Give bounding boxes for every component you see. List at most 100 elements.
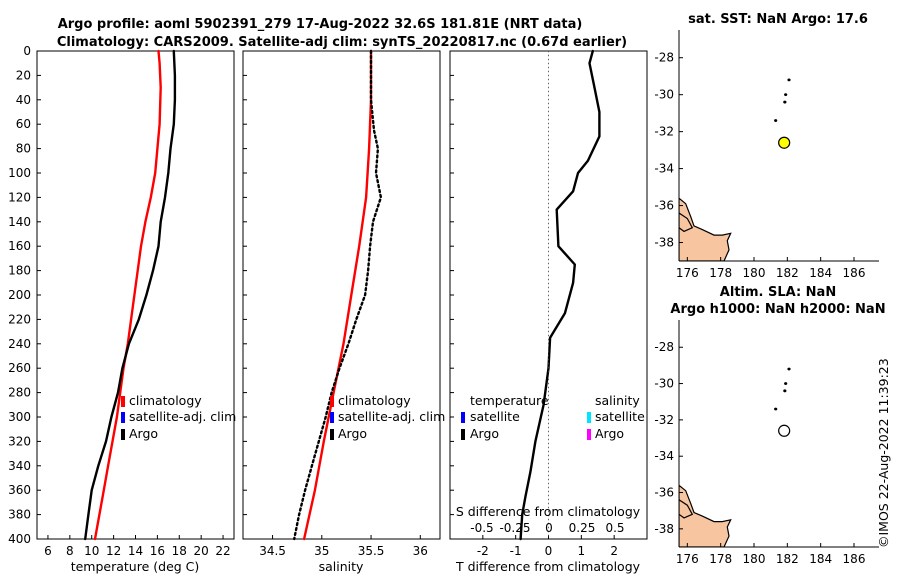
- x-tick-label: 2: [610, 544, 618, 558]
- sst-map-content: -28 -30 -32 -34 -36 -38 176 178 180 182 184 186: [654, 30, 879, 280]
- argo-position-marker: [778, 136, 791, 149]
- temperature-lines: [83, 49, 177, 541]
- x-tick-label: 0: [545, 544, 553, 558]
- salinity-lines: [293, 49, 383, 541]
- s-difference-ticks: -0.5 -0.25 0 0.25 0.5: [470, 521, 624, 535]
- island-marker: [787, 367, 791, 371]
- difference-legend: temperature satellite Argo salinity sate…: [461, 393, 645, 441]
- island-marker: [784, 382, 788, 385]
- map-y-tick-label: -34: [654, 449, 674, 463]
- map-x-tick-label: 184: [809, 552, 832, 566]
- island-marker: [784, 93, 788, 97]
- difference-lines: [519, 49, 601, 541]
- map-x-tick-label: 178: [709, 552, 732, 566]
- legend-salinity-title: salinity: [595, 393, 640, 408]
- land-new-zealand: [679, 197, 732, 261]
- map-y-tick-label: -38: [654, 236, 674, 250]
- sst-map-title: sat. SST: NaN Argo: 17.6: [688, 12, 868, 27]
- legend-s-satellite-swatch: [587, 412, 591, 423]
- map-x-tick-label: 176: [676, 552, 699, 566]
- sal-legend-satellite-label: satellite-adj. clim: [338, 409, 445, 424]
- legend-climatology-label: climatology: [129, 393, 202, 408]
- sal-legend-argo-label: Argo: [338, 426, 367, 441]
- legend-climatology-swatch: [121, 396, 125, 407]
- map-y-tick-label: -30: [654, 377, 674, 391]
- sla-map: Altim. SLA: NaN Argo h1000: NaN h2000: N…: [654, 285, 885, 566]
- x-tick-label: 6: [44, 544, 52, 558]
- island-marker: [783, 389, 787, 393]
- depth-tick-label: 220: [8, 312, 31, 326]
- x-tick-label: 35.5: [358, 544, 385, 558]
- t-difference-xlabel: T difference from climatology: [455, 559, 641, 574]
- legend-satellite-swatch: [121, 412, 125, 423]
- x-tick-label: 18: [172, 544, 187, 558]
- x-tick-label: 1: [578, 544, 586, 558]
- depth-tick-label: 280: [8, 386, 31, 400]
- argo-position-marker: [778, 424, 791, 437]
- map-y-tick-label: -28: [654, 340, 674, 354]
- x-tick-label: -2: [477, 544, 489, 558]
- sal-legend-climatology-label: climatology: [338, 393, 411, 408]
- map-x-tick-label: 180: [743, 552, 766, 566]
- temperature-panel: 0 20 40 60 80 100 120 140 160 180 200 220 240 260 280 3…: [8, 44, 454, 574]
- map-y-tick-label: -28: [654, 51, 674, 65]
- x-tick-label: 8: [66, 544, 74, 558]
- sla-map-content: -28 -30 -32 -34 -36 -38 176 178 180 182 184 186: [654, 320, 879, 566]
- legend-t-argo-label: Argo: [470, 426, 499, 441]
- legend-t-satellite-swatch: [461, 412, 465, 423]
- map-y-tick-label: -32: [654, 125, 674, 139]
- sal-legend-satellite-swatch: [330, 412, 334, 423]
- legend-satellite-label: satellite-adj. clim: [129, 409, 236, 424]
- map-y-tick-label: -32: [654, 413, 674, 427]
- depth-tick-label: 160: [8, 239, 31, 253]
- legend-s-argo-label: Argo: [595, 426, 624, 441]
- map-y-tick-label: -30: [654, 88, 674, 102]
- t-difference-tick-labels: -2 -1 0 1 2: [477, 535, 618, 558]
- temperature-tick-labels: 6 8 10 12 14 16 18 20 22: [44, 535, 231, 558]
- s-tick: 0.25: [569, 521, 596, 535]
- depth-tick-label: 100: [8, 166, 31, 180]
- map-x-tick-label: 182: [776, 266, 799, 280]
- legend-s-argo-swatch: [587, 429, 591, 440]
- s-difference-label: S difference from climatology: [456, 504, 641, 519]
- depth-tick-label: 60: [16, 117, 31, 131]
- x-tick-label: 14: [128, 544, 143, 558]
- legend-temperature-title: temperature: [470, 393, 549, 408]
- salinity-tick-labels: 34.5 35 35.5 36: [259, 535, 428, 558]
- x-tick-label: -1: [510, 544, 522, 558]
- depth-tick-label: 320: [8, 434, 31, 448]
- depth-tick-label: 40: [16, 93, 31, 107]
- series-line-climatology: [93, 49, 162, 541]
- title-line2: Climatology: CARS2009. Satellite-adj cli…: [57, 35, 627, 50]
- map-x-tick-label: 176: [676, 266, 699, 280]
- salinity-xlabel: salinity: [319, 559, 364, 574]
- legend-t-satellite-label: satellite: [470, 409, 520, 424]
- s-tick: 0: [545, 521, 553, 535]
- map-y-tick-label: -34: [654, 162, 674, 176]
- x-tick-label: 20: [194, 544, 209, 558]
- map-x-tick-label: 186: [843, 552, 866, 566]
- depth-tick-label: 240: [8, 337, 31, 351]
- depth-tick-label: 0: [23, 44, 31, 58]
- depth-tick-labels: 0 20 40 60 80 100 120 140 160 180 200 220 240 260 280 3…: [8, 44, 454, 546]
- island-marker: [787, 78, 791, 82]
- depth-tick-label: 400: [8, 532, 31, 546]
- x-tick-label: 16: [150, 544, 165, 558]
- island-marker: [774, 119, 778, 122]
- x-tick-label: 22: [215, 544, 230, 558]
- s-tick: -0.25: [499, 521, 530, 535]
- depth-tick-label: 200: [8, 288, 31, 302]
- x-tick-label: 10: [84, 544, 99, 558]
- s-tick: -0.5: [470, 521, 493, 535]
- s-tick: 0.5: [605, 521, 624, 535]
- sst-map: sat. SST: NaN Argo: 17.6 -28 -30 -32 -34 -36…: [654, 12, 879, 280]
- map-y-tick-label: -36: [654, 486, 674, 500]
- legend-s-satellite-label: satellite: [595, 409, 645, 424]
- title-line1: Argo profile: aoml 5902391_279 17-Aug-20…: [58, 17, 583, 32]
- salinity-panel: 34.5 35 35.5 36 salinity climatology satell…: [242, 49, 445, 574]
- depth-tick-label: 260: [8, 361, 31, 375]
- depth-tick-label: 20: [16, 68, 31, 82]
- series-line-t-difference-argo: [519, 49, 601, 541]
- x-tick-label: 35: [314, 544, 329, 558]
